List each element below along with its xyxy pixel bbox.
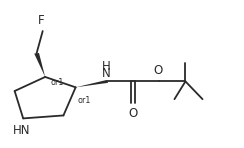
Polygon shape [34, 53, 45, 77]
Text: or1: or1 [78, 96, 91, 105]
Text: H: H [102, 60, 111, 73]
Text: O: O [153, 64, 163, 77]
Text: N: N [102, 67, 111, 80]
Text: or1: or1 [51, 78, 64, 87]
Text: O: O [128, 107, 138, 120]
Polygon shape [76, 80, 108, 87]
Text: F: F [38, 14, 45, 27]
Text: HN: HN [13, 124, 31, 137]
